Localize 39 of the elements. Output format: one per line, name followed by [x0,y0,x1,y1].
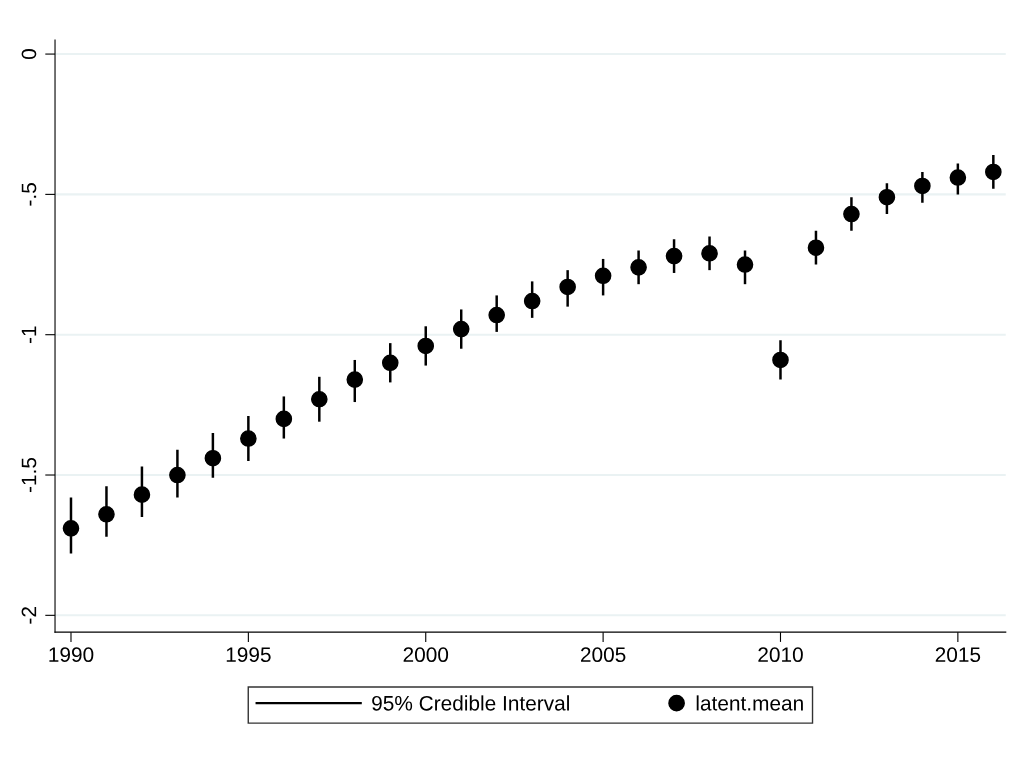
point [878,188,896,206]
point [736,256,754,273]
point [311,390,328,408]
point [417,337,435,355]
point [772,351,789,369]
point [985,163,1002,181]
point [807,239,825,257]
x-tick-label: 2010 [758,647,803,663]
y-tick-label: -1 [21,326,37,344]
point [488,306,505,324]
point [949,169,967,186]
point [204,449,222,467]
point [275,410,293,428]
point [381,354,399,372]
x-tick-label: 1995 [226,647,271,663]
point [98,506,115,523]
point [62,520,80,537]
text: 95% Credible Interval [372,695,569,711]
x-tick-label: 2000 [403,647,449,663]
point [665,247,683,265]
point [523,292,541,310]
y-tick-label: -1.5 [21,457,37,493]
y-tick-label: -2 [21,607,37,624]
x-tick-label: 2015 [935,647,981,663]
point [594,267,612,285]
x-tick-label: 1990 [49,647,94,663]
point [843,205,860,223]
point [169,466,186,484]
y-tick-label: -.5 [21,183,37,206]
legend-label: latent.mean [696,695,803,711]
point [133,486,151,503]
point [240,430,257,447]
point [452,320,470,338]
y-tick-label: 0 [21,49,37,60]
point [630,259,647,276]
x-tick-label: 2005 [580,647,626,663]
point [559,278,576,296]
point [346,371,364,388]
point [701,245,718,262]
